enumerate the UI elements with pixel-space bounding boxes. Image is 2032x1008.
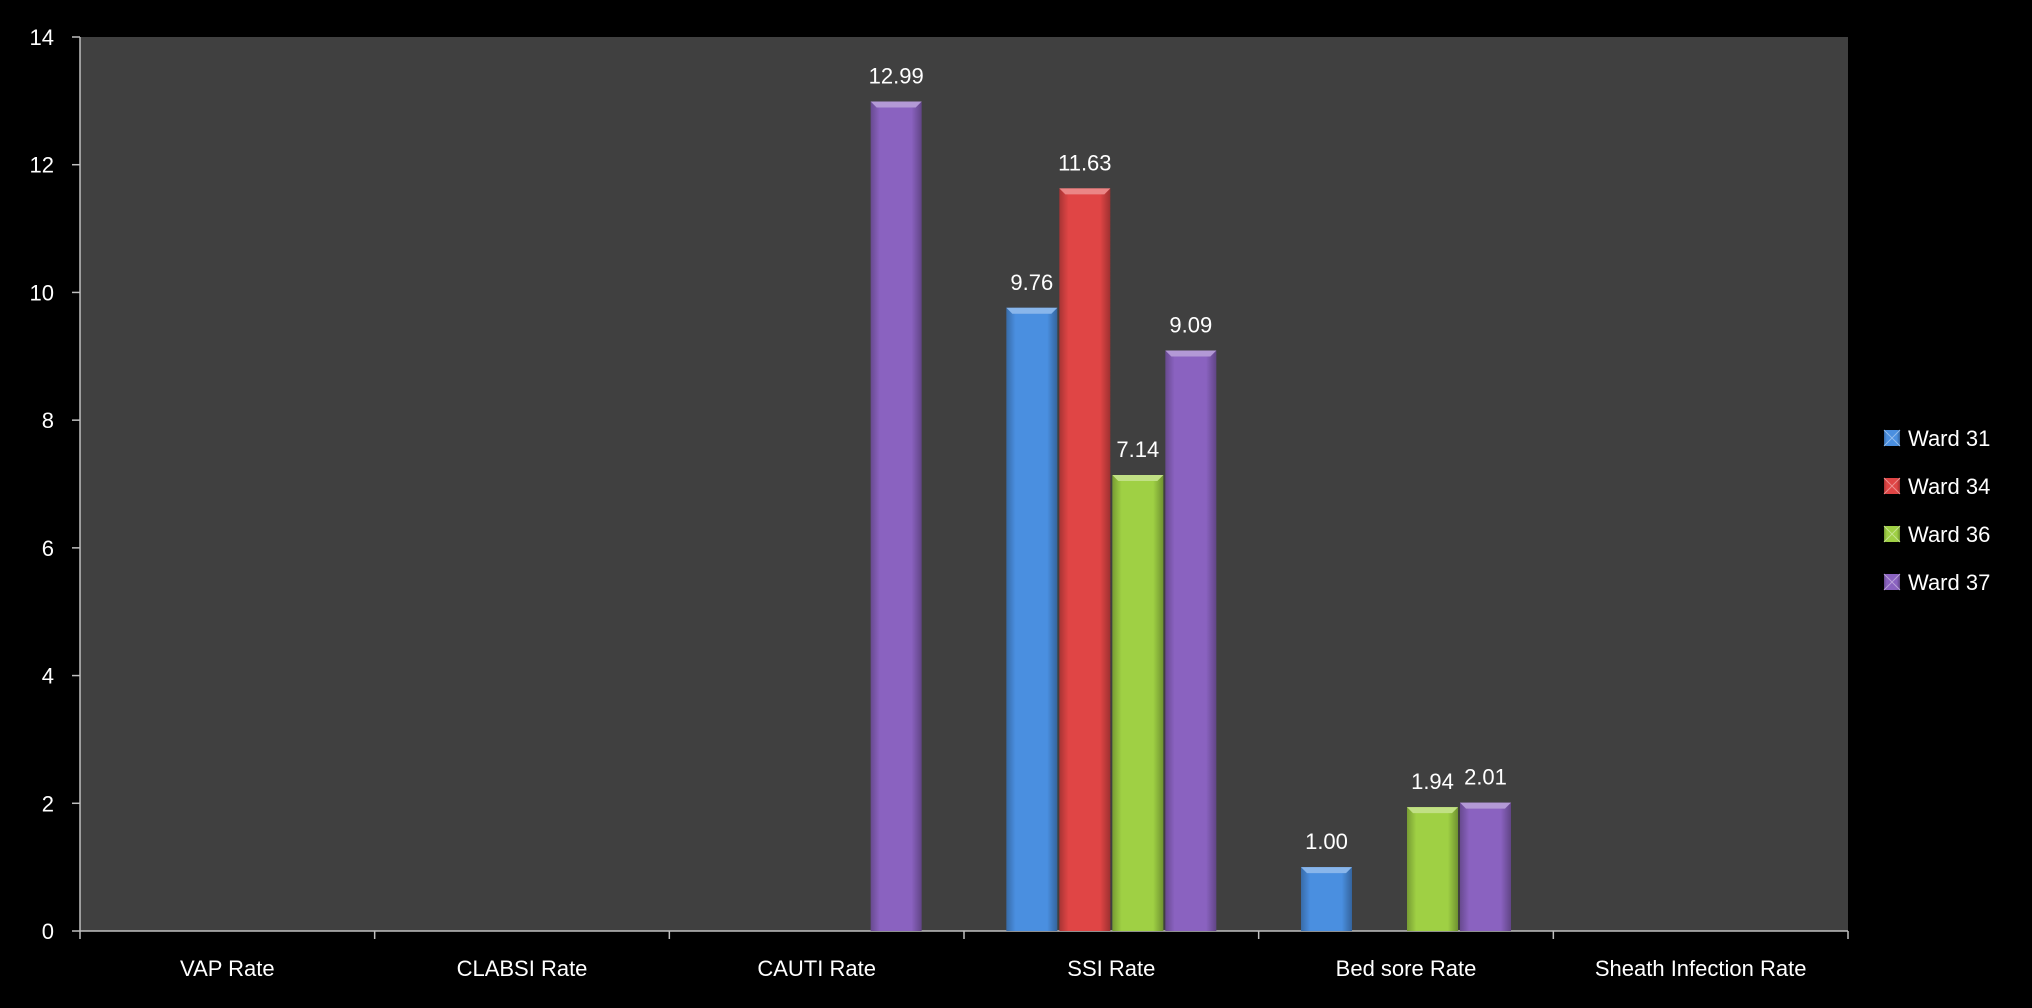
legend-label: Ward 36: [1908, 522, 1990, 547]
data-label: 2.01: [1464, 765, 1507, 790]
legend-swatch-bevel: [1883, 573, 1901, 591]
x-category-label: Sheath Infection Rate: [1595, 956, 1807, 981]
legend-item: Ward 31: [1883, 426, 1990, 451]
bar-bevel: [1460, 802, 1511, 809]
legend-label: Ward 37: [1908, 570, 1990, 595]
y-tick-label: 8: [42, 408, 54, 433]
data-label: 1.94: [1411, 769, 1454, 794]
x-category-label: VAP Rate: [180, 956, 275, 981]
data-label: 11.63: [1058, 150, 1111, 175]
legend-swatch-bevel: [1883, 477, 1901, 495]
data-label: 7.14: [1116, 437, 1159, 462]
bar-bevel: [1165, 350, 1217, 357]
legend-item: Ward 36: [1883, 522, 1990, 547]
legend-item: Ward 37: [1883, 570, 1990, 595]
bar-bevel: [1301, 867, 1352, 874]
legend-label: Ward 34: [1908, 474, 1990, 499]
bar-bevel: [870, 101, 922, 108]
y-tick-label: 0: [42, 919, 54, 944]
bar: [1165, 350, 1217, 931]
data-label: 9.09: [1169, 313, 1212, 338]
data-label: 12.99: [869, 63, 924, 88]
legend-label: Ward 31: [1908, 426, 1990, 451]
bar: [1112, 475, 1164, 931]
bar: [1301, 867, 1352, 931]
y-tick-label: 14: [30, 25, 54, 50]
bar: [1006, 307, 1058, 931]
data-label: 9.76: [1010, 270, 1053, 295]
bar-bevel: [1112, 475, 1164, 482]
legend-item: Ward 34: [1883, 474, 1990, 499]
legend-swatch-bevel: [1883, 525, 1901, 543]
data-label: 1.00: [1305, 829, 1348, 854]
bar-bevel: [1059, 188, 1111, 195]
x-category-label: CAUTI Rate: [757, 956, 876, 981]
y-tick-label: 10: [30, 280, 54, 305]
legend-swatch-bevel: [1883, 429, 1901, 447]
x-category-label: Bed sore Rate: [1336, 956, 1477, 981]
bar-bevel: [1407, 807, 1458, 814]
bar: [1460, 802, 1511, 931]
bar: [1059, 188, 1111, 931]
legend: Ward 31 Ward 34 Ward 36 Ward 37: [1883, 426, 1990, 595]
bar: [1407, 807, 1458, 931]
x-category-label: SSI Rate: [1067, 956, 1155, 981]
bars: [870, 101, 1511, 931]
y-tick-label: 12: [30, 153, 54, 178]
y-tick-label: 6: [42, 536, 54, 561]
bar-bevel: [1006, 307, 1058, 314]
x-category-label: CLABSI Rate: [457, 956, 588, 981]
plot-area: [80, 37, 1848, 931]
bar: [870, 101, 922, 931]
data-labels: 12.99 9.76 11.63 7.14 9.09 1.00 1.94 2.01: [869, 63, 1507, 854]
y-tick-label: 2: [42, 791, 54, 816]
axes: 0 2 4 6 8 10 12 14 VAP Rate CLABSI Rate CAUTI Rate…: [30, 25, 1849, 981]
y-tick-label: 4: [42, 664, 54, 689]
